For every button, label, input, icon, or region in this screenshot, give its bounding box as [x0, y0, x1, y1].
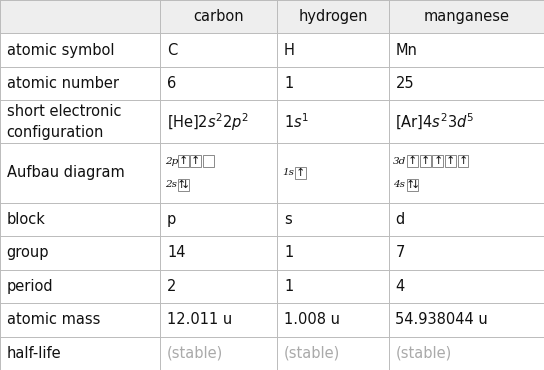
Text: ↑: ↑: [458, 156, 468, 166]
Text: ↓: ↓: [411, 180, 420, 190]
Text: ↑: ↑: [176, 180, 186, 190]
Text: 2: 2: [167, 279, 176, 294]
Text: $1s^1$: $1s^1$: [284, 112, 309, 131]
Bar: [445, 155, 456, 167]
Text: carbon: carbon: [194, 9, 244, 24]
Text: 4s: 4s: [393, 180, 405, 189]
Bar: [0, 34, 544, 67]
Bar: [407, 155, 418, 167]
Text: atomic symbol: atomic symbol: [7, 43, 114, 58]
Text: 6: 6: [167, 76, 176, 91]
Text: ↑: ↑: [178, 156, 188, 166]
Text: 12.011 u: 12.011 u: [167, 312, 232, 327]
Text: 2s: 2s: [165, 180, 177, 189]
Text: manganese: manganese: [423, 9, 510, 24]
Bar: [0, 202, 544, 236]
Text: ↓: ↓: [181, 180, 190, 190]
Bar: [203, 155, 214, 167]
Text: ↑: ↑: [421, 156, 430, 166]
Text: ↑: ↑: [408, 156, 418, 166]
Text: (stable): (stable): [395, 346, 452, 361]
Bar: [178, 155, 189, 167]
Bar: [0, 101, 544, 143]
Bar: [407, 179, 418, 191]
Text: (stable): (stable): [284, 346, 340, 361]
Bar: [0, 303, 544, 336]
Bar: [0, 336, 544, 370]
Text: block: block: [7, 212, 45, 227]
Text: 1: 1: [284, 279, 293, 294]
Bar: [295, 167, 306, 179]
Text: 3d: 3d: [393, 157, 406, 166]
Text: 14: 14: [167, 245, 186, 260]
Text: Aufbau diagram: Aufbau diagram: [7, 165, 124, 181]
Text: d: d: [395, 212, 405, 227]
Text: Mn: Mn: [395, 43, 417, 58]
Text: 1: 1: [284, 245, 293, 260]
Text: ↑: ↑: [406, 180, 415, 190]
Text: short electronic
configuration: short electronic configuration: [7, 104, 121, 140]
Text: 54.938044 u: 54.938044 u: [395, 312, 488, 327]
Bar: [0, 269, 544, 303]
Text: ↑: ↑: [191, 156, 201, 166]
Text: s: s: [284, 212, 292, 227]
Bar: [0, 0, 544, 34]
Text: 4: 4: [395, 279, 405, 294]
Bar: [190, 155, 201, 167]
Text: 2p: 2p: [165, 157, 178, 166]
Text: group: group: [7, 245, 49, 260]
Bar: [0, 143, 544, 202]
Text: ↑: ↑: [295, 168, 305, 178]
Bar: [0, 236, 544, 269]
Bar: [458, 155, 468, 167]
Text: $\mathregular{[He]2}s^22p^2$: $\mathregular{[He]2}s^22p^2$: [167, 111, 249, 133]
Text: atomic mass: atomic mass: [7, 312, 100, 327]
Text: ↑: ↑: [433, 156, 443, 166]
Text: half-life: half-life: [7, 346, 61, 361]
Bar: [420, 155, 431, 167]
Text: 1s: 1s: [282, 168, 294, 178]
Text: 7: 7: [395, 245, 405, 260]
Text: 1.008 u: 1.008 u: [284, 312, 340, 327]
Bar: [0, 67, 544, 101]
Text: ↑: ↑: [446, 156, 455, 166]
Bar: [432, 155, 443, 167]
Text: p: p: [167, 212, 176, 227]
Text: C: C: [167, 43, 177, 58]
Bar: [178, 179, 189, 191]
Text: $\mathregular{[Ar]4}s^23d^5$: $\mathregular{[Ar]4}s^23d^5$: [395, 112, 475, 132]
Text: atomic number: atomic number: [7, 76, 119, 91]
Text: 25: 25: [395, 76, 414, 91]
Text: 1: 1: [284, 76, 293, 91]
Text: hydrogen: hydrogen: [299, 9, 368, 24]
Text: period: period: [7, 279, 53, 294]
Text: (stable): (stable): [167, 346, 223, 361]
Text: H: H: [284, 43, 295, 58]
